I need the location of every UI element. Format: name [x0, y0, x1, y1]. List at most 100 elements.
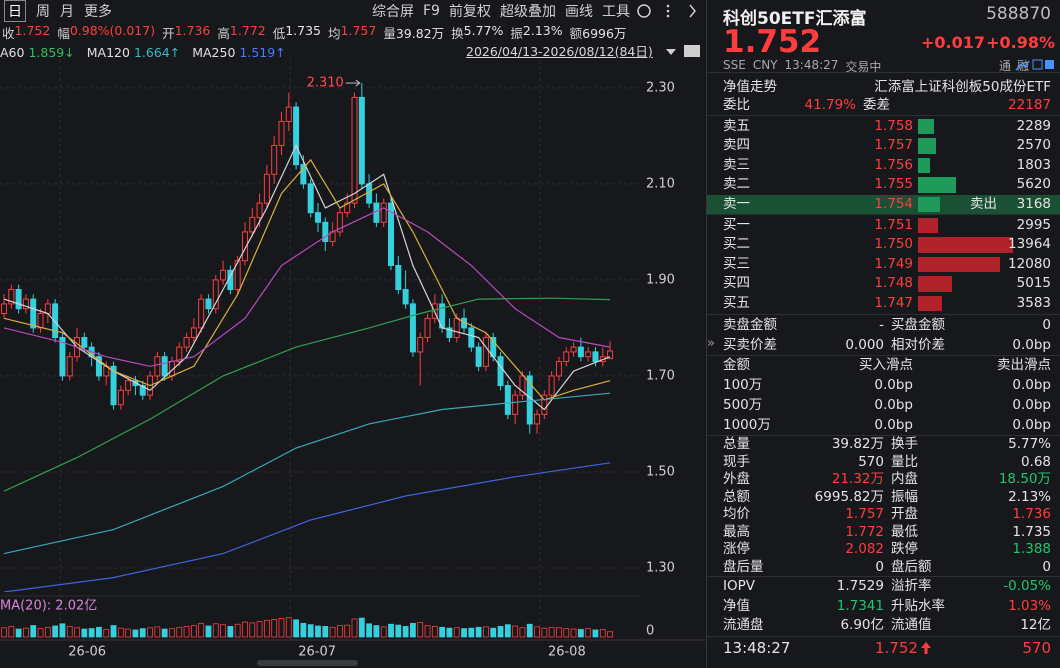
volume-bar — [147, 627, 153, 638]
volume-bar — [439, 626, 446, 638]
ma-line — [3, 297, 611, 492]
info-label: 振 — [510, 25, 523, 41]
candle-body — [314, 212, 321, 223]
candle-body — [15, 289, 22, 310]
bid-row: 买二 1.750 13964 — [707, 235, 1060, 254]
volume-bar — [512, 625, 519, 638]
volume-bar — [293, 619, 299, 638]
sell-slippage: 0.0bp — [1012, 417, 1051, 433]
security-code: 588870 — [986, 4, 1051, 24]
volume-bar — [461, 628, 467, 638]
candle-body — [44, 303, 51, 315]
volume-bar — [96, 626, 102, 638]
info-item: 高 1.772 — [217, 23, 265, 42]
info-label: 额 — [569, 25, 583, 41]
stat-row: 均价 1.757 开盘 1.736 — [707, 506, 1060, 524]
trend-icon[interactable] — [1015, 60, 1030, 71]
more-icon[interactable] — [666, 4, 670, 8]
info-item: 幅 0.98%(0.017) — [57, 23, 155, 42]
volume-bar — [66, 626, 73, 638]
level-label: 卖三 — [723, 156, 750, 173]
kline-chart: 2.30 2.10 1.90 1.70 1.50 1.30 26-06 26-07 26-08 2… — [0, 4, 705, 666]
tool-tab[interactable]: F9 — [423, 3, 440, 19]
candle-body — [110, 365, 117, 406]
label: 跌停 — [891, 541, 918, 557]
volume-bar — [504, 624, 511, 638]
level-price: 1.757 — [874, 137, 913, 154]
range-dropdown[interactable] — [666, 49, 676, 55]
settings-icon[interactable] — [637, 4, 651, 18]
candle-body — [8, 289, 15, 305]
value: 6995.82万 — [814, 488, 884, 505]
nav-trend[interactable]: 净值走势 — [723, 79, 777, 95]
wp-icon[interactable] — [684, 45, 700, 57]
value: 0.0bp — [1012, 337, 1051, 353]
volume-bar — [125, 628, 132, 638]
amount-row: 买卖价差 0.000 相对价差 0.0bp — [707, 335, 1060, 355]
value: 2.082 — [845, 541, 884, 557]
stat-row: 现手 570 量比 0.68 — [707, 454, 1060, 472]
level-price: 1.749 — [874, 255, 913, 272]
meta-row: SSE CNY 13:48:27 交易中 — [723, 58, 881, 75]
tool-tab[interactable]: 前复权 — [448, 4, 491, 20]
label: 盘后额 — [891, 558, 932, 575]
period-tab[interactable]: 更多 — [84, 4, 112, 20]
candle-body — [37, 313, 44, 329]
candle-body — [446, 327, 453, 339]
ma-line — [3, 158, 611, 401]
period-tab[interactable]: 周 — [36, 4, 50, 20]
scroll-bar[interactable] — [257, 660, 358, 666]
y-tick-label: 1.90 — [646, 272, 675, 287]
volume-bar — [23, 627, 29, 638]
fund-row: IOPV 1.7529 溢折率 -0.05% — [707, 577, 1060, 597]
amount: 500万 — [723, 397, 763, 413]
volume-bar — [285, 617, 292, 638]
label: 升贴水率 — [891, 597, 945, 614]
candle-body — [220, 269, 227, 281]
amount: 100万 — [723, 377, 763, 393]
volume-bar — [74, 627, 80, 638]
depth-bar — [918, 276, 953, 292]
period-tab[interactable]: 日 — [4, 0, 26, 22]
fund-row: 净值 1.7341 升贴水率 1.03% — [707, 597, 1060, 617]
add-icon[interactable] — [1045, 60, 1054, 69]
volume-bar — [271, 619, 278, 638]
ma-line — [3, 144, 611, 411]
panel-icons — [1015, 59, 1054, 71]
ask-row: 卖三 1.756 1803 — [707, 156, 1060, 175]
ask-tag: 卖出 — [970, 195, 997, 212]
ask-row: 卖五 1.758 2289 — [707, 117, 1060, 136]
x-tick-label: 26-07 — [298, 645, 336, 660]
value: 0 — [875, 558, 884, 575]
tool-tab[interactable]: 综合屏 — [372, 4, 414, 20]
tool-tab[interactable]: 超级叠加 — [499, 4, 556, 20]
volume-bar — [37, 628, 44, 638]
window-icon[interactable] — [1032, 59, 1043, 70]
level-label: 买一 — [723, 217, 750, 233]
volume-bar — [336, 625, 343, 638]
value: 41.79% — [804, 97, 856, 113]
info-item: 额 6996万 — [570, 23, 627, 42]
slippage-row: 100万 0.0bp 0.0bp — [707, 375, 1060, 395]
period-tab[interactable]: 月 — [60, 4, 74, 20]
tool-tab[interactable]: 画线 — [564, 4, 593, 20]
label: IOPV — [723, 578, 755, 594]
volume-bar — [103, 629, 110, 638]
legend-name: MA250 — [192, 44, 236, 60]
volume-bar — [468, 627, 475, 638]
value: 0.68 — [1020, 453, 1051, 470]
range-label[interactable]: 2026/04/13-2026/08/12(84日) — [466, 44, 653, 59]
info-value: 1.736 — [174, 22, 211, 38]
candle-body — [183, 337, 190, 348]
volume-bar — [59, 623, 66, 638]
candle-body — [577, 346, 584, 358]
candle-body — [205, 298, 212, 310]
separator — [707, 115, 1060, 116]
footer-volume: 570 — [1022, 639, 1051, 657]
depth-bar — [918, 237, 1013, 253]
slippage-row: 500万 0.0bp 0.0bp — [707, 395, 1060, 415]
tool-tab[interactable]: 工具 — [601, 4, 630, 20]
separator — [707, 314, 1060, 315]
collapse-toggle[interactable]: » — [707, 336, 715, 351]
next-icon[interactable] — [689, 4, 696, 18]
